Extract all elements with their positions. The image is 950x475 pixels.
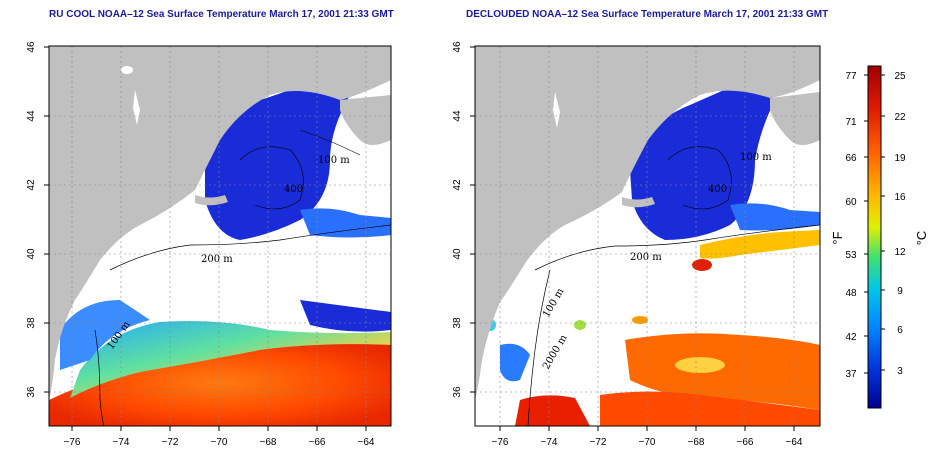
right-tick-marks: [470, 46, 795, 431]
left-lat-tick: 44: [26, 110, 37, 122]
right-lat-tick: 36: [452, 386, 463, 398]
left-contour-label: 400: [284, 184, 303, 195]
left-shelf-water: [300, 208, 391, 238]
left-slope-cold-water: [300, 300, 391, 332]
left-2000m-contour: [94, 329, 105, 426]
left-tick-marks: [44, 46, 367, 431]
left-contour-label: 100 m: [318, 155, 350, 166]
right-warm-water-south: [600, 391, 820, 426]
left-lon-tick: −64: [358, 437, 375, 448]
left-lat-labels: 46 44 42 40 38 36: [26, 41, 37, 398]
left-lat-tick: 40: [26, 248, 37, 260]
right-lake-champlain: [553, 92, 560, 128]
left-lon-tick: −66: [309, 437, 326, 448]
celsius-tick: 22: [894, 112, 906, 123]
left-lat-tick: 42: [26, 179, 37, 191]
right-lat-tick: 40: [452, 248, 463, 260]
fahrenheit-tick: 53: [845, 250, 857, 261]
right-lon-tick: −64: [786, 437, 803, 448]
left-lon-labels: −76 −74 −72 −70 −68 −66 −64: [64, 437, 375, 448]
left-lon-tick: −68: [260, 437, 277, 448]
right-warm-eddy: [692, 259, 712, 271]
temperature-colorbar: [867, 65, 882, 409]
celsius-tick: 6: [897, 325, 903, 336]
left-lat-tick: 38: [26, 317, 37, 329]
right-200m-contour: [534, 224, 820, 271]
left-map: [49, 46, 391, 426]
left-nova-scotia: [340, 95, 391, 145]
right-georges-contour: [667, 146, 732, 210]
colorbar-celsius-ticks: 25 22 19 16 12 9 6 3: [894, 71, 906, 377]
left-map-frame: [48, 45, 392, 427]
right-coastal-water: [500, 343, 530, 382]
celsius-tick: 12: [894, 247, 906, 258]
fahrenheit-tick: 60: [845, 197, 857, 208]
left-lon-tick: −76: [64, 437, 81, 448]
left-cape-cod: [195, 195, 228, 206]
right-lon-tick: −76: [492, 437, 509, 448]
right-lon-tick: −72: [590, 437, 607, 448]
right-map: [475, 46, 820, 426]
left-panel-title: RU COOL NOAA–12 Sea Surface Temperature …: [49, 9, 394, 20]
celsius-unit-label: °C: [914, 231, 929, 246]
celsius-tick: 25: [894, 71, 906, 82]
right-cape-cod: [622, 197, 655, 208]
right-front-band: [700, 230, 820, 259]
right-lat-tick: 42: [452, 179, 463, 191]
left-lake: [121, 66, 133, 74]
right-lon-tick: −70: [639, 437, 656, 448]
right-contour-label: 400: [708, 184, 727, 195]
left-lat-tick: 46: [26, 41, 37, 53]
right-lat-tick: 44: [452, 110, 463, 122]
right-lat-labels: 46 44 42 40 38 36: [452, 41, 463, 398]
left-200m-contour: [109, 224, 391, 271]
fahrenheit-tick: 66: [845, 153, 857, 164]
celsius-tick: 16: [894, 192, 906, 203]
right-shelf-water: [730, 203, 820, 231]
right-warm-water-west: [515, 395, 590, 426]
right-green-spot: [574, 320, 586, 330]
left-georges-contour: [239, 146, 304, 210]
fahrenheit-tick: 48: [845, 288, 857, 299]
left-land-mass: [49, 46, 391, 400]
left-grid: [49, 46, 391, 426]
right-2000m-contour: [527, 269, 551, 426]
colorbar-tick-marks: [864, 74, 885, 374]
left-lon-tick: −74: [113, 437, 130, 448]
fahrenheit-tick: 71: [845, 117, 857, 128]
right-contour-label: 100 m: [740, 152, 772, 163]
left-warm-water: [49, 339, 391, 426]
right-nova-scotia: [770, 92, 820, 145]
left-lon-tick: −70: [211, 437, 228, 448]
left-contour-label: 200 m: [201, 254, 233, 265]
right-lat-tick: 38: [452, 317, 463, 329]
left-lat-tick: 36: [26, 386, 37, 398]
colorbar-fahrenheit-ticks: 77 71 66 60 53 48 42 37: [845, 71, 857, 380]
right-lon-tick: −68: [688, 437, 705, 448]
left-lake-champlain: [133, 90, 140, 125]
left-transition-water: [70, 321, 391, 398]
celsius-tick: 9: [897, 286, 903, 297]
right-warm-patch: [675, 357, 725, 373]
right-panel-title: DECLOUDED NOAA–12 Sea Surface Temperatur…: [466, 9, 829, 20]
celsius-tick: 3: [897, 366, 903, 377]
right-grid: [475, 46, 820, 426]
fahrenheit-tick: 77: [845, 71, 857, 82]
right-warm-water: [625, 333, 820, 410]
left-lon-tick: −72: [162, 437, 179, 448]
fahrenheit-tick: 42: [845, 332, 857, 343]
right-lat-tick: 46: [452, 41, 463, 53]
right-land-mass: [475, 46, 820, 400]
right-lon-labels: −76 −74 −72 −70 −68 −66 −64: [492, 437, 803, 448]
right-contour-label: 200 m: [630, 252, 662, 263]
left-coastal-water: [60, 300, 150, 370]
right-lon-tick: −74: [541, 437, 558, 448]
celsius-tick: 19: [894, 153, 906, 164]
left-shelf-contour: [299, 129, 361, 156]
right-warm-spot: [632, 316, 648, 324]
fahrenheit-unit-label: °F: [830, 231, 845, 244]
fahrenheit-tick: 37: [845, 369, 857, 380]
right-lon-tick: −66: [737, 437, 754, 448]
